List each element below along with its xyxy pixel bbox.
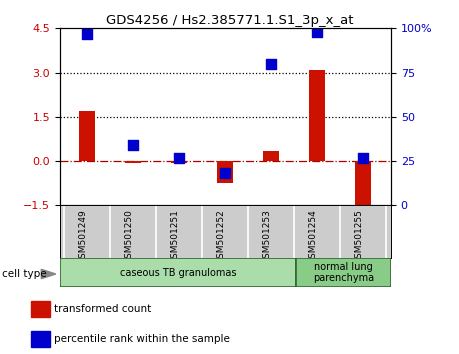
Text: GSM501254: GSM501254 [308, 210, 317, 264]
Text: percentile rank within the sample: percentile rank within the sample [54, 334, 230, 344]
Point [267, 61, 274, 67]
Bar [355, 161, 371, 207]
Point [359, 155, 366, 160]
Text: cell type: cell type [2, 269, 47, 279]
Bar [263, 151, 279, 161]
Text: GSM501253: GSM501253 [262, 210, 271, 264]
Text: GSM501255: GSM501255 [353, 210, 363, 264]
Text: GSM501249: GSM501249 [78, 210, 87, 264]
Point [175, 155, 183, 160]
Bar [31, 301, 50, 317]
Text: GSM501252: GSM501252 [216, 210, 225, 264]
Text: normal lung
parenchyma: normal lung parenchyma [313, 262, 374, 284]
Bar [125, 161, 141, 162]
Point [313, 29, 320, 35]
Bar [217, 161, 233, 183]
Text: GSM501251: GSM501251 [170, 210, 179, 264]
Text: transformed count: transformed count [54, 304, 151, 314]
Point [129, 142, 137, 148]
Bar [296, 258, 390, 287]
Bar [60, 258, 296, 287]
Bar [31, 331, 50, 347]
Polygon shape [41, 269, 56, 279]
Bar [171, 161, 187, 163]
Text: GDS4256 / Hs2.385771.1.S1_3p_x_at: GDS4256 / Hs2.385771.1.S1_3p_x_at [106, 14, 353, 27]
Text: GSM501250: GSM501250 [124, 210, 133, 264]
Bar [309, 70, 325, 161]
Point [84, 31, 91, 36]
Text: caseous TB granulomas: caseous TB granulomas [120, 268, 236, 278]
Point [221, 171, 229, 176]
Bar [79, 111, 95, 161]
